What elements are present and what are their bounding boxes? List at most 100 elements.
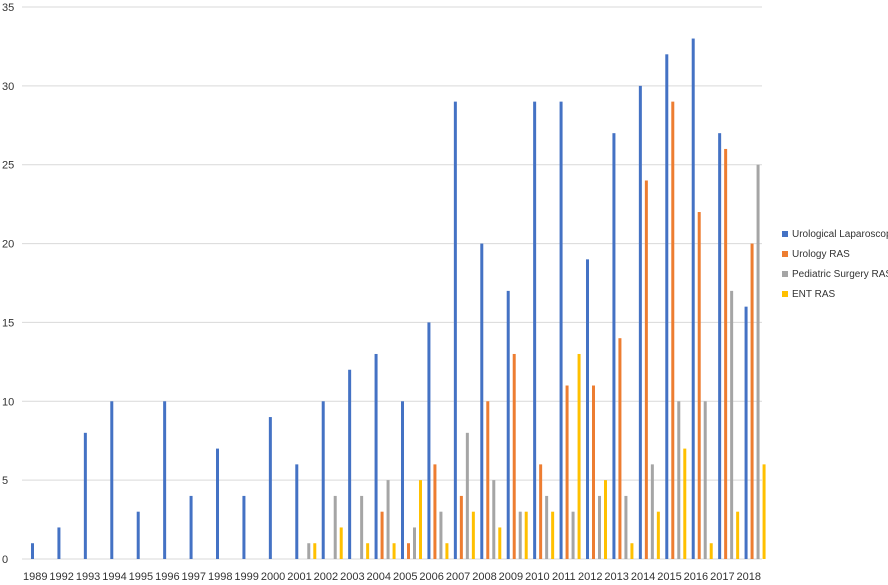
bar-urological-laparoscopy-2001 bbox=[295, 464, 299, 559]
bar-ent-ras-2008 bbox=[498, 527, 502, 559]
bar-ent-ras-2006 bbox=[445, 543, 449, 559]
x-axis-ticks: 1989 1992 1993 1994 1995 1996 1997 1998 1999 2000… bbox=[23, 571, 761, 583]
bar-urology-ras-2016 bbox=[697, 212, 701, 559]
bar-ent-ras-2016 bbox=[709, 543, 713, 559]
bar-urological-laparoscopy-2017 bbox=[718, 133, 722, 559]
bar-urological-laparoscopy-1989 bbox=[31, 543, 34, 559]
bar-urology-ras-2017 bbox=[724, 148, 728, 559]
x-tick-label: 2009 bbox=[499, 571, 523, 583]
x-tick-label: 2018 bbox=[737, 571, 761, 583]
bar-urological-laparoscopy-2012 bbox=[586, 259, 589, 559]
x-tick-label: 2006 bbox=[419, 571, 443, 583]
bar-urological-laparoscopy-1996 bbox=[163, 401, 167, 559]
bar-urological-laparoscopy-2016 bbox=[691, 38, 695, 560]
x-tick-label: 2016 bbox=[684, 571, 708, 583]
bar-urology-ras-2004 bbox=[380, 511, 384, 559]
bars bbox=[31, 38, 766, 560]
x-tick-label: 2012 bbox=[578, 571, 602, 583]
bar-pediatric-surgery-ras-2006 bbox=[439, 511, 443, 559]
y-tick-label: 0 bbox=[2, 554, 8, 566]
bar-urological-laparoscopy-2000 bbox=[268, 417, 272, 559]
bar-urological-laparoscopy-2009 bbox=[506, 290, 510, 559]
bar-pediatric-surgery-ras-2002 bbox=[333, 495, 337, 559]
x-tick-label: 2001 bbox=[287, 571, 311, 583]
bar-pediatric-surgery-ras-2009 bbox=[518, 511, 522, 559]
bar-pediatric-surgery-ras-2003 bbox=[360, 495, 364, 559]
x-tick-label: 2014 bbox=[631, 571, 655, 583]
gridlines bbox=[22, 6, 762, 560]
bar-ent-ras-2011 bbox=[577, 353, 581, 559]
bar-urological-laparoscopy-2005 bbox=[401, 401, 404, 559]
bar-ent-ras-2013 bbox=[630, 543, 634, 559]
x-tick-label: 2003 bbox=[340, 571, 364, 583]
x-tick-label: 2010 bbox=[525, 571, 549, 583]
bar-ent-ras-2003 bbox=[366, 543, 370, 559]
x-tick-label: 1992 bbox=[49, 571, 73, 583]
x-tick-label: 2004 bbox=[367, 571, 391, 583]
bar-ent-ras-2014 bbox=[656, 511, 660, 559]
x-tick-label: 1993 bbox=[76, 571, 100, 583]
bar-urology-ras-2012 bbox=[592, 385, 595, 559]
bar-urological-laparoscopy-1999 bbox=[242, 495, 246, 559]
bar-pediatric-surgery-ras-2015 bbox=[677, 401, 681, 559]
bar-pediatric-surgery-ras-2017 bbox=[730, 290, 734, 559]
x-tick-label: 2005 bbox=[393, 571, 417, 583]
x-tick-label: 2002 bbox=[314, 571, 338, 583]
legend-swatch bbox=[782, 291, 788, 297]
y-tick-label: 30 bbox=[2, 81, 14, 93]
x-tick-label: 2011 bbox=[552, 571, 576, 583]
bar-ent-ras-2018 bbox=[762, 464, 766, 559]
x-tick-label: 1998 bbox=[208, 571, 232, 583]
bar-pediatric-surgery-ras-2001 bbox=[307, 543, 311, 559]
bar-urology-ras-2009 bbox=[512, 353, 516, 559]
bar-urology-ras-2011 bbox=[565, 385, 569, 559]
bar-pediatric-surgery-ras-2016 bbox=[703, 401, 707, 559]
y-tick-label: 20 bbox=[2, 239, 14, 251]
bar-pediatric-surgery-ras-2007 bbox=[465, 432, 469, 559]
bar-urological-laparoscopy-1994 bbox=[110, 401, 114, 559]
legend-label: ENT RAS bbox=[792, 289, 835, 300]
bar-urological-laparoscopy-2002 bbox=[321, 401, 325, 559]
legend-label: Urological Laparoscopy bbox=[792, 229, 888, 240]
x-tick-label: 1989 bbox=[23, 571, 47, 583]
bar-urology-ras-2010 bbox=[539, 464, 543, 559]
y-tick-label: 25 bbox=[2, 160, 14, 172]
x-tick-label: 2013 bbox=[604, 571, 628, 583]
y-tick-label: 35 bbox=[2, 2, 14, 14]
legend-label: Pediatric Surgery RAS bbox=[792, 269, 888, 280]
legend-swatch bbox=[782, 231, 788, 237]
bar-urology-ras-2006 bbox=[433, 464, 437, 559]
bar-urology-ras-2013 bbox=[618, 338, 622, 559]
x-tick-label: 1995 bbox=[129, 571, 153, 583]
bar-ent-ras-2001 bbox=[313, 543, 317, 559]
bar-urological-laparoscopy-2007 bbox=[453, 101, 457, 559]
bar-pediatric-surgery-ras-2012 bbox=[598, 495, 601, 559]
bar-urological-laparoscopy-2018 bbox=[744, 306, 748, 559]
bar-pediatric-surgery-ras-2011 bbox=[571, 511, 575, 559]
bar-urology-ras-2018 bbox=[750, 243, 754, 560]
legend-label: Urology RAS bbox=[792, 249, 850, 260]
x-tick-label: 2015 bbox=[657, 571, 681, 583]
bar-urological-laparoscopy-2015 bbox=[665, 54, 669, 560]
legend-swatch bbox=[782, 271, 788, 277]
bar-pediatric-surgery-ras-2005 bbox=[413, 527, 416, 559]
bar-pediatric-surgery-ras-2014 bbox=[650, 464, 654, 559]
bar-urological-laparoscopy-1992 bbox=[57, 527, 61, 559]
bar-ent-ras-2004 bbox=[392, 543, 396, 559]
x-tick-label: 2017 bbox=[710, 571, 734, 583]
bar-urological-laparoscopy-1995 bbox=[136, 511, 140, 559]
bar-urology-ras-2005 bbox=[407, 543, 410, 559]
bar-ent-ras-2002 bbox=[339, 527, 343, 559]
bar-ent-ras-2012 bbox=[604, 480, 607, 559]
bar-urology-ras-2008 bbox=[486, 401, 490, 559]
bar-urology-ras-2007 bbox=[459, 495, 463, 559]
bar-pediatric-surgery-ras-2013 bbox=[624, 495, 628, 559]
x-tick-label: 2008 bbox=[472, 571, 496, 583]
y-tick-label: 10 bbox=[2, 396, 14, 408]
bar-urological-laparoscopy-1997 bbox=[189, 495, 193, 559]
bar-urology-ras-2014 bbox=[644, 180, 648, 559]
bar-ent-ras-2015 bbox=[683, 448, 687, 559]
y-axis-ticks: 0 5 10 15 20 25 30 35 bbox=[2, 2, 14, 566]
legend-swatch bbox=[782, 251, 788, 257]
